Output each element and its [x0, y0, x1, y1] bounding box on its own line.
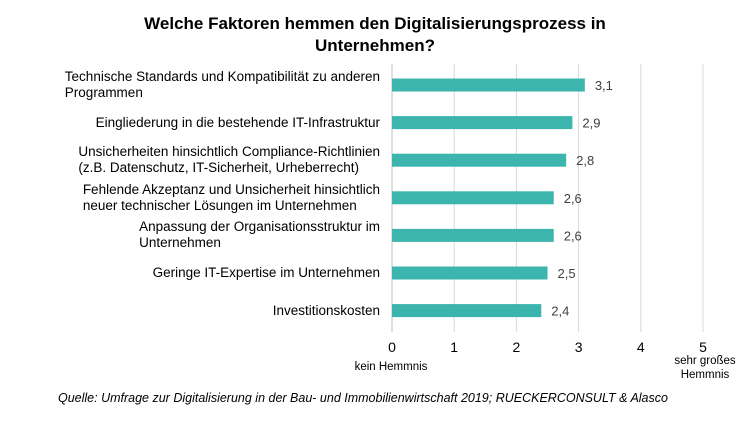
bar [392, 191, 554, 205]
category-label: Fehlende Akzeptanz und Unsicherheit hins… [83, 182, 380, 214]
x-min-label: kein Hemmnis [354, 361, 428, 373]
source-note: Quelle: Umfrage zur Digitalisierung in d… [58, 391, 668, 405]
x-tick-label: 5 [699, 339, 707, 355]
category-label-line: (z.B. Datenschutz, IT-Sicherheit, Urhebe… [78, 160, 359, 176]
bar [392, 153, 567, 167]
x-tick-label: 2 [513, 339, 521, 355]
category-label-line: Unternehmen [139, 235, 221, 251]
bar [392, 116, 573, 130]
bar-value-label: 3,1 [595, 78, 613, 93]
bar-value-label: 2,8 [576, 153, 594, 168]
bar-value-label: 2,6 [564, 191, 582, 206]
x-tick-label: 3 [575, 339, 583, 355]
bar [392, 304, 542, 318]
bar [392, 78, 585, 92]
bar [392, 266, 548, 280]
category-label: Technische Standards und Kompatibilität … [65, 69, 380, 101]
category-label-line: Investitionskosten [272, 302, 380, 318]
x-max-label: sehr großes Hemmnis [660, 354, 750, 382]
bar-value-label: 2,6 [564, 228, 582, 243]
bar [392, 228, 554, 242]
x-max-label-line-1: sehr großes [674, 355, 736, 367]
x-tick-label: 0 [388, 339, 396, 355]
chart-title-line-2: Unternehmen? [315, 36, 435, 55]
category-label: Anpassung der Organisationsstruktur im Un… [139, 219, 380, 251]
category-label-line: Anpassung der Organisationsstruktur im [139, 219, 380, 235]
category-label-line: Eingliederung in die bestehende IT-Infra… [95, 114, 380, 130]
x-max-label-line-2: Hemmnis [680, 369, 730, 381]
chart-title-line-1: Welche Faktoren hemmen den Digitalisieru… [144, 14, 606, 33]
category-label-line: neuer technischer Lösungen im Unternehme… [82, 197, 357, 213]
category-label-line: Geringe IT-Expertise im Unternehmen [152, 265, 380, 280]
category-label-line: Technische Standards und Kompatibilität … [64, 69, 380, 84]
x-tick-label: 1 [450, 339, 458, 355]
category-label-line: Programmen [64, 85, 143, 100]
category-label: Investitionskosten [273, 303, 380, 319]
bar-value-label: 2,5 [558, 266, 576, 281]
category-label-line: Unsicherheiten hinsichtlich Compliance-R… [78, 144, 380, 160]
category-label-line: Fehlende Akzeptanz und Unsicherheit hins… [82, 181, 380, 197]
category-label: Geringe IT-Expertise im Unternehmen [153, 265, 380, 281]
bar-value-label: 2,9 [582, 116, 600, 131]
x-tick-label: 4 [637, 339, 645, 355]
bar-value-label: 2,4 [551, 304, 569, 319]
category-label: Eingliederung in die bestehende IT-Infra… [96, 115, 380, 131]
category-label: Unsicherheiten hinsichtlich Compliance-R… [78, 144, 380, 176]
